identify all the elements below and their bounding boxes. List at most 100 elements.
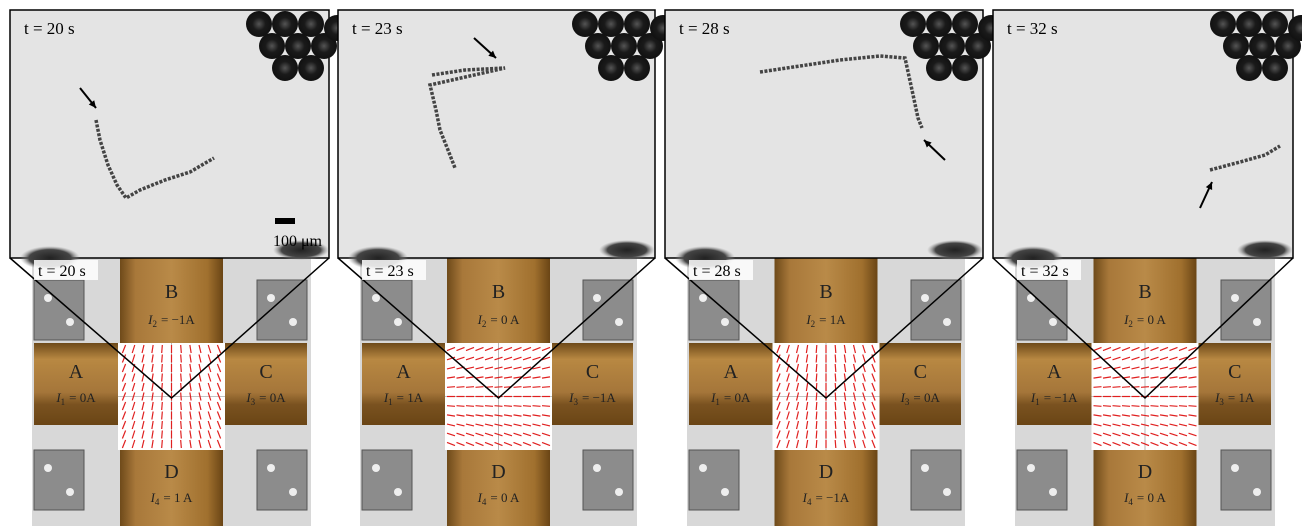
- current-subscript: 3: [251, 397, 256, 407]
- scale-bar: [275, 218, 295, 224]
- coil: [1017, 343, 1092, 425]
- field-arrow: [495, 406, 503, 407]
- particle: [572, 11, 598, 37]
- mount-hole: [593, 294, 601, 302]
- field-arrow: [542, 406, 550, 407]
- coil-label: B: [165, 281, 178, 303]
- field-arrow: [835, 393, 836, 401]
- field-arrow: [816, 431, 817, 439]
- current-value: = 0 A: [1137, 490, 1167, 505]
- current-value: = 0 A: [1137, 312, 1167, 327]
- current-value: = 0A: [69, 390, 96, 405]
- mount-hole: [44, 294, 52, 302]
- current-subscript: 4: [807, 497, 812, 507]
- time-label: t = 32 s: [1021, 263, 1069, 280]
- current-value: = −1A: [1044, 390, 1078, 405]
- field-arrow: [835, 345, 836, 353]
- coil: [1199, 343, 1272, 425]
- coil: [225, 343, 307, 425]
- current-subscript: 3: [905, 397, 910, 407]
- current-value: = 1 A: [163, 490, 193, 505]
- mount-hole: [1049, 488, 1057, 496]
- particle: [1249, 33, 1275, 59]
- field-arrow: [181, 393, 182, 401]
- field-arrow: [835, 374, 836, 382]
- mount-block: [911, 280, 961, 340]
- mount-block: [1221, 280, 1271, 340]
- field-arrow: [181, 355, 182, 363]
- current-value: = −1A: [582, 390, 616, 405]
- current-value: = −1A: [816, 490, 850, 505]
- current-subscript: 4: [482, 497, 487, 507]
- field-arrow: [835, 421, 836, 429]
- coil-label: B: [492, 281, 505, 303]
- particle: [1210, 11, 1236, 37]
- current-subscript: 4: [155, 497, 160, 507]
- mount-hole: [66, 318, 74, 326]
- field-arrow: [514, 406, 522, 407]
- mount-block: [583, 450, 633, 510]
- mount-hole: [699, 464, 707, 472]
- field-arrow: [162, 355, 163, 363]
- mount-hole: [943, 318, 951, 326]
- field-arrow: [181, 431, 182, 439]
- field-arrow: [1094, 387, 1102, 388]
- field-arrow: [816, 345, 817, 353]
- field-arrow: [816, 412, 817, 420]
- field-arrow: [1132, 406, 1140, 407]
- time-label: t = 32 s: [1007, 19, 1058, 38]
- current-value: = 0A: [913, 390, 940, 405]
- mount-hole: [44, 464, 52, 472]
- field-arrow: [447, 406, 455, 407]
- particle: [598, 55, 624, 81]
- current-value: = 1A: [397, 390, 424, 405]
- field-arrow: [1170, 387, 1178, 388]
- mount-hole: [593, 464, 601, 472]
- particle: [285, 33, 311, 59]
- particle: [900, 11, 926, 37]
- mount-hole: [1027, 464, 1035, 472]
- field-arrow: [162, 440, 163, 448]
- mount-hole: [372, 464, 380, 472]
- particle: [1236, 11, 1262, 37]
- coil-label: A: [69, 361, 84, 383]
- field-arrow: [181, 412, 182, 420]
- time-label: t = 23 s: [366, 263, 414, 280]
- field-arrow: [835, 412, 836, 420]
- mount-hole: [721, 488, 729, 496]
- particle: [611, 33, 637, 59]
- field-arrow: [476, 387, 484, 388]
- field-arrow: [447, 387, 455, 388]
- coil-label: C: [914, 361, 927, 383]
- field-arrow: [835, 431, 836, 439]
- particle: [926, 11, 952, 37]
- current-subscript: 1: [1035, 397, 1040, 407]
- mount-block: [689, 450, 739, 510]
- coil-label: A: [724, 361, 739, 383]
- field-arrow: [457, 406, 465, 407]
- coil: [552, 343, 633, 425]
- time-label: t = 23 s: [352, 19, 403, 38]
- mount-hole: [1049, 318, 1057, 326]
- out-of-focus: [927, 240, 983, 260]
- out-of-focus: [1237, 240, 1293, 260]
- mount-block: [34, 280, 84, 340]
- field-arrow: [504, 406, 512, 407]
- mount-block: [583, 280, 633, 340]
- field-arrow: [1094, 406, 1102, 407]
- current-subscript: 2: [482, 319, 487, 329]
- field-arrow: [162, 412, 163, 420]
- current-subscript: 1: [61, 397, 66, 407]
- field-arrow: [466, 387, 474, 388]
- field-arrow: [816, 440, 817, 448]
- mount-hole: [372, 294, 380, 302]
- mount-hole: [1231, 294, 1239, 302]
- coil: [362, 343, 445, 425]
- field-arrow: [181, 402, 182, 410]
- mount-hole: [1253, 488, 1261, 496]
- time-label: t = 28 s: [679, 19, 730, 38]
- field-arrow: [835, 355, 836, 363]
- current-subscript: 1: [388, 397, 393, 407]
- field-arrow: [181, 440, 182, 448]
- current-value: = 1A: [1228, 390, 1255, 405]
